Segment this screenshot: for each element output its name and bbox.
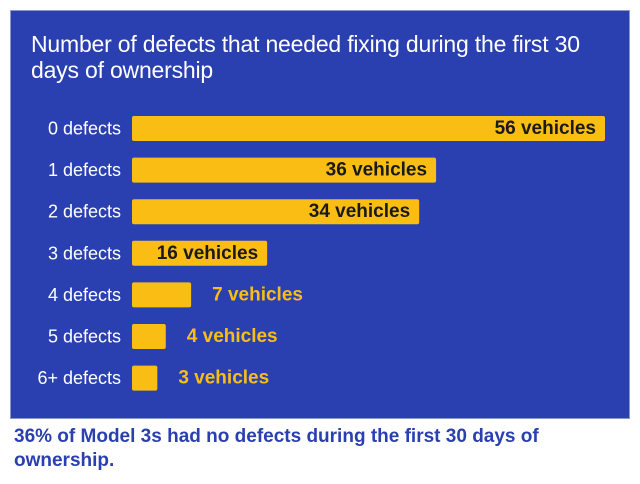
bar	[132, 365, 158, 391]
bar	[132, 116, 605, 141]
chart-panel: Number of defects that needed fixing dur…	[11, 11, 629, 418]
category-label: 4 defects	[48, 285, 121, 305]
data-label: 4 vehicles	[187, 326, 278, 347]
data-label: 56 vehicles	[495, 118, 596, 139]
footnote: 36% of Model 3s had no defects during th…	[14, 426, 539, 471]
category-label: 1 defects	[48, 160, 121, 180]
category-label: 6+ defects	[37, 368, 121, 388]
category-label: 5 defects	[48, 327, 121, 347]
data-label: 3 vehicles	[178, 368, 269, 389]
bar-chart: 0 defects 56 vehicles 1 defects 36 vehicles…	[37, 116, 605, 391]
bar	[132, 157, 437, 183]
bar	[132, 199, 420, 225]
bar	[132, 324, 166, 349]
data-label: 7 vehicles	[212, 284, 303, 305]
category-label: 2 defects	[48, 202, 121, 222]
data-label: 36 vehicles	[326, 160, 427, 181]
category-label: 3 defects	[48, 243, 121, 263]
bar	[132, 240, 268, 266]
category-label: 0 defects	[48, 119, 121, 139]
data-label: 16 vehicles	[157, 243, 258, 264]
bar	[132, 282, 192, 308]
data-label: 34 vehicles	[309, 201, 410, 222]
chart-title: Number of defects that needed fixing dur…	[31, 31, 580, 83]
